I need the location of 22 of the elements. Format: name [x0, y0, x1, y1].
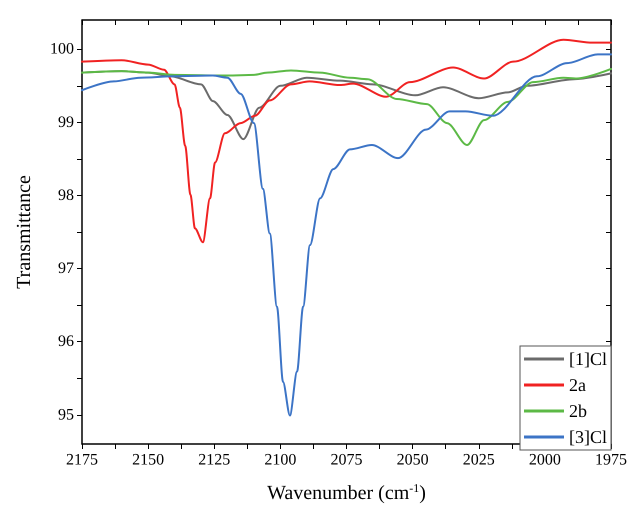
x-tick-label: 2000 — [528, 452, 561, 468]
y-tick-label: 98 — [58, 186, 74, 204]
x-tick-label: 2050 — [396, 452, 429, 468]
x-tick-label: 2025 — [462, 452, 495, 468]
x-tick-label: 2100 — [264, 452, 296, 468]
x-tick-label: 2175 — [66, 452, 98, 468]
legend-label: 2b — [569, 401, 588, 421]
legend-label: 2a — [569, 375, 586, 395]
y-axis-title: Transmittance — [13, 175, 35, 289]
line-series — [81, 38, 612, 244]
y-tick-label: 96 — [58, 333, 74, 350]
x-tick-label: 1975 — [595, 452, 627, 468]
y-tick-label: 99 — [58, 114, 74, 131]
x-tick-label: 2150 — [132, 452, 164, 468]
y-tick-label: 97 — [58, 260, 74, 278]
x-tick-label: 2075 — [330, 452, 362, 468]
y-tick-label: 95 — [58, 406, 74, 424]
y-tick-label: 100 — [50, 40, 74, 58]
legend-label: [1]Cl — [569, 349, 608, 369]
x-tick-label: 2125 — [198, 452, 230, 468]
line-series — [81, 53, 612, 416]
legend-label: [3]Cl — [569, 427, 608, 447]
